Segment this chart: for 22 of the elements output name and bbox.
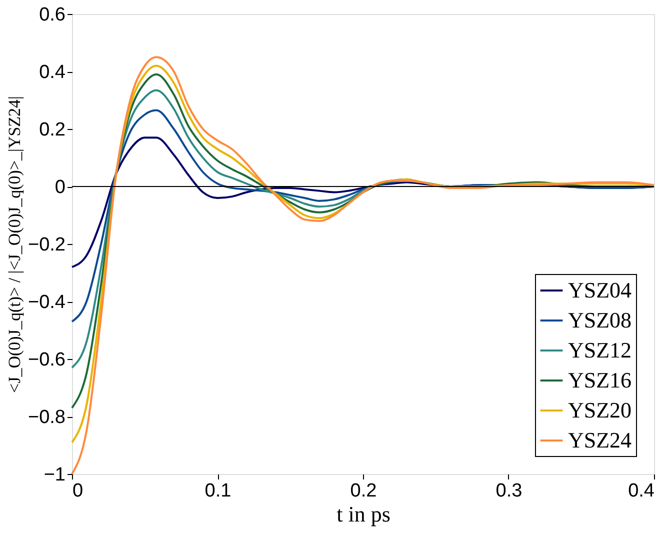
y-axis-title: <J_O(0)J_q(t)> / |<J_O(0)J_q(0)>_|YSZ24| — [4, 96, 24, 393]
y-tick-label: 0.2 — [39, 120, 66, 140]
y-tick-label: −0.6 — [28, 350, 66, 370]
y-tick-label: 0 — [54, 177, 66, 198]
y-tick-label: −0.4 — [28, 292, 66, 313]
y-tick-label: −1 — [44, 464, 66, 486]
x-tick-label: 0 — [72, 480, 84, 502]
legend-label: YSZ04 — [568, 278, 632, 302]
x-tick-label: 0.1 — [204, 480, 232, 502]
x-tick-label: 0.3 — [496, 480, 522, 502]
legend-label: YSZ08 — [568, 308, 632, 332]
y-tick-label: −0.2 — [28, 234, 66, 256]
x-axis-title: t in ps — [336, 502, 390, 526]
x-tick-label: 0.2 — [350, 480, 377, 502]
legend-label: YSZ24 — [568, 428, 632, 452]
legend-label: YSZ20 — [568, 398, 632, 422]
y-tick-label: 0.6 — [39, 4, 66, 26]
y-tick-label: −0.8 — [28, 407, 66, 428]
legend-label: YSZ16 — [568, 368, 632, 392]
y-tick-label: 0.4 — [39, 62, 66, 83]
legend-label: YSZ12 — [568, 338, 632, 362]
x-tick-label: 0.4 — [628, 480, 655, 502]
